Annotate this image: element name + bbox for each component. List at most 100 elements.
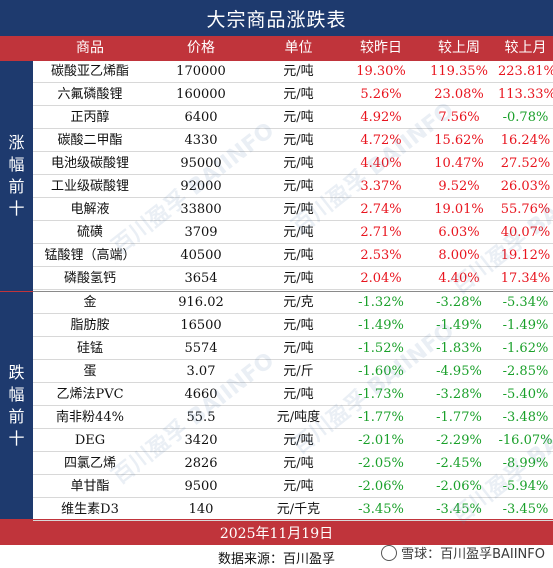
change-vs-last-month: 223.81%	[498, 64, 553, 79]
change-vs-last-week: 7.56%	[438, 110, 480, 125]
unit-value: 元/吨	[283, 456, 314, 471]
side-label-char: 幅	[8, 384, 25, 404]
price-value: 3.07	[186, 364, 216, 379]
change-vs-last-week: 19.01%	[434, 202, 484, 217]
change-vs-yesterday: -1.60%	[358, 364, 404, 379]
price-value: 55.5	[186, 410, 216, 425]
change-vs-yesterday: -1.32%	[358, 295, 404, 310]
change-vs-yesterday: 3.37%	[360, 179, 402, 194]
change-vs-last-week: -2.45%	[436, 456, 482, 471]
unit-value: 元/吨	[283, 202, 314, 217]
change-vs-last-month: -3.48%	[502, 410, 549, 425]
header-commodity: 商品	[76, 40, 104, 56]
price-value: 16500	[180, 318, 222, 333]
header-vs-last-month: 较上月	[504, 40, 547, 56]
table-row: 单甘酯 9500 元/吨 -2.06% -2.06% -5.94%	[33, 476, 553, 498]
change-vs-yesterday: -2.06%	[358, 479, 404, 494]
unit-value: 元/吨	[283, 318, 314, 333]
table-row: 碳酸二甲酯 4330 元/吨 4.72% 15.62% 16.24%	[33, 130, 553, 152]
xueqiu-watermark-text: 雪球：百川盈孚BAIINFO	[401, 547, 545, 562]
table-row: 电池级碳酸锂 95000 元/吨 4.40% 10.47% 27.52%	[33, 153, 553, 175]
page-title: 大宗商品涨跌表	[0, 0, 553, 36]
change-vs-last-week: -3.45%	[436, 502, 482, 517]
change-vs-last-month: -1.62%	[502, 341, 549, 356]
change-vs-last-week: -1.49%	[436, 318, 482, 333]
unit-value: 元/吨	[283, 271, 314, 286]
change-vs-last-month: 55.76%	[500, 202, 551, 217]
price-value: 9500	[184, 479, 218, 494]
table-row: 蛋 3.07 元/斤 -1.60% -4.95% -2.85%	[33, 361, 553, 383]
table-row: 金 916.02 元/克 -1.32% -3.28% -5.34%	[33, 292, 553, 314]
data-source: 数据来源：百川盈孚	[217, 552, 335, 567]
commodity-name: 硫磺	[76, 225, 103, 240]
change-vs-yesterday: 2.74%	[360, 202, 402, 217]
price-value: 3709	[184, 225, 218, 240]
unit-value: 元/吨	[283, 87, 314, 102]
change-vs-last-month: 17.34%	[500, 271, 551, 286]
table-row: 电解液 33800 元/吨 2.74% 19.01% 55.76%	[33, 199, 553, 221]
table-row: 硅锰 5574 元/吨 -1.52% -1.83% -1.62%	[33, 338, 553, 360]
unit-value: 元/吨	[283, 433, 314, 448]
commodity-name: 乙烯法PVC	[56, 387, 124, 402]
change-vs-last-week: 6.03%	[438, 225, 480, 240]
section-divider	[33, 291, 553, 292]
price-value: 3420	[184, 433, 218, 448]
change-vs-last-week: -3.28%	[436, 387, 482, 402]
commodity-name: 碳酸二甲酯	[57, 133, 123, 148]
rise-top10-label: 涨幅前十	[0, 61, 33, 291]
table-row: 磷酸氢钙 3654 元/吨 2.04% 4.40% 17.34%	[33, 268, 553, 290]
change-vs-last-week: 9.52%	[438, 179, 480, 194]
xueqiu-watermark: 雪球：百川盈孚BAIINFO	[381, 543, 545, 562]
price-value: 95000	[180, 156, 222, 171]
change-vs-last-month: -5.34%	[502, 295, 549, 310]
change-vs-yesterday: 2.04%	[360, 271, 402, 286]
side-label-char: 幅	[8, 155, 25, 174]
change-vs-last-month: 16.24%	[500, 133, 551, 148]
price-value: 916.02	[178, 295, 224, 310]
unit-value: 元/吨	[283, 248, 314, 263]
unit-value: 元/吨	[283, 387, 314, 402]
change-vs-last-month: -5.94%	[502, 479, 549, 494]
unit-value: 元/吨	[283, 179, 314, 194]
commodity-name: 电池级碳酸锂	[50, 156, 129, 171]
price-value: 2826	[184, 456, 218, 471]
price-value: 5574	[184, 341, 218, 356]
unit-value: 元/吨	[283, 133, 314, 148]
header-price: 价格	[187, 40, 215, 56]
change-vs-last-week: -3.28%	[436, 295, 482, 310]
commodity-name: 单甘酯	[70, 479, 110, 494]
commodity-name: 金	[83, 295, 97, 310]
change-vs-last-month: 19.12%	[500, 248, 551, 263]
commodity-name: 四氯乙烯	[63, 456, 116, 471]
change-vs-yesterday: 4.72%	[360, 133, 402, 148]
unit-value: 元/吨	[283, 225, 314, 240]
change-vs-last-week: 23.08%	[434, 87, 484, 102]
change-vs-last-month: 113.33%	[498, 87, 553, 102]
price-value: 33800	[180, 202, 222, 217]
commodity-table: 碳酸亚乙烯酯 170000 元/吨 19.30% 119.35% 223.81% 六氟磷酸锂…	[33, 61, 553, 530]
table-row: 乙烯法PVC 4660 元/吨 -1.73% -3.28% -5.40%	[33, 384, 553, 406]
fall-top10-label: 跌幅前十	[0, 292, 33, 519]
price-value: 140	[188, 502, 214, 517]
change-vs-yesterday: 19.30%	[356, 64, 406, 79]
change-vs-last-month: -2.85%	[502, 364, 549, 379]
source-bar: 数据来源：百川盈孚	[0, 545, 553, 568]
commodity-name: 磷酸氢钙	[63, 271, 116, 286]
table-row: 维生素D3 140 元/千克 -3.45% -3.45% -3.45%	[33, 499, 553, 521]
change-vs-last-month: -5.40%	[502, 387, 549, 402]
side-label-char: 前	[8, 177, 25, 196]
change-vs-yesterday: 5.26%	[360, 87, 402, 102]
commodity-name: 锰酸锂（高端）	[44, 248, 136, 263]
change-vs-yesterday: -3.45%	[358, 502, 404, 517]
unit-value: 元/吨度	[276, 410, 321, 425]
commodity-name: 维生素D3	[61, 502, 119, 517]
table-header: 商品 价格 单位 较昨日 较上周 较上月	[0, 36, 553, 61]
commodity-name: 硅锰	[76, 341, 103, 356]
unit-value: 元/克	[283, 295, 314, 310]
change-vs-yesterday: -1.73%	[358, 387, 404, 402]
change-vs-last-month: 40.07%	[500, 225, 551, 240]
unit-value: 元/吨	[283, 341, 314, 356]
change-vs-yesterday: -2.05%	[358, 456, 404, 471]
unit-value: 元/千克	[276, 502, 321, 517]
table-row: 锰酸锂（高端） 40500 元/吨 2.53% 8.00% 19.12%	[33, 245, 553, 267]
